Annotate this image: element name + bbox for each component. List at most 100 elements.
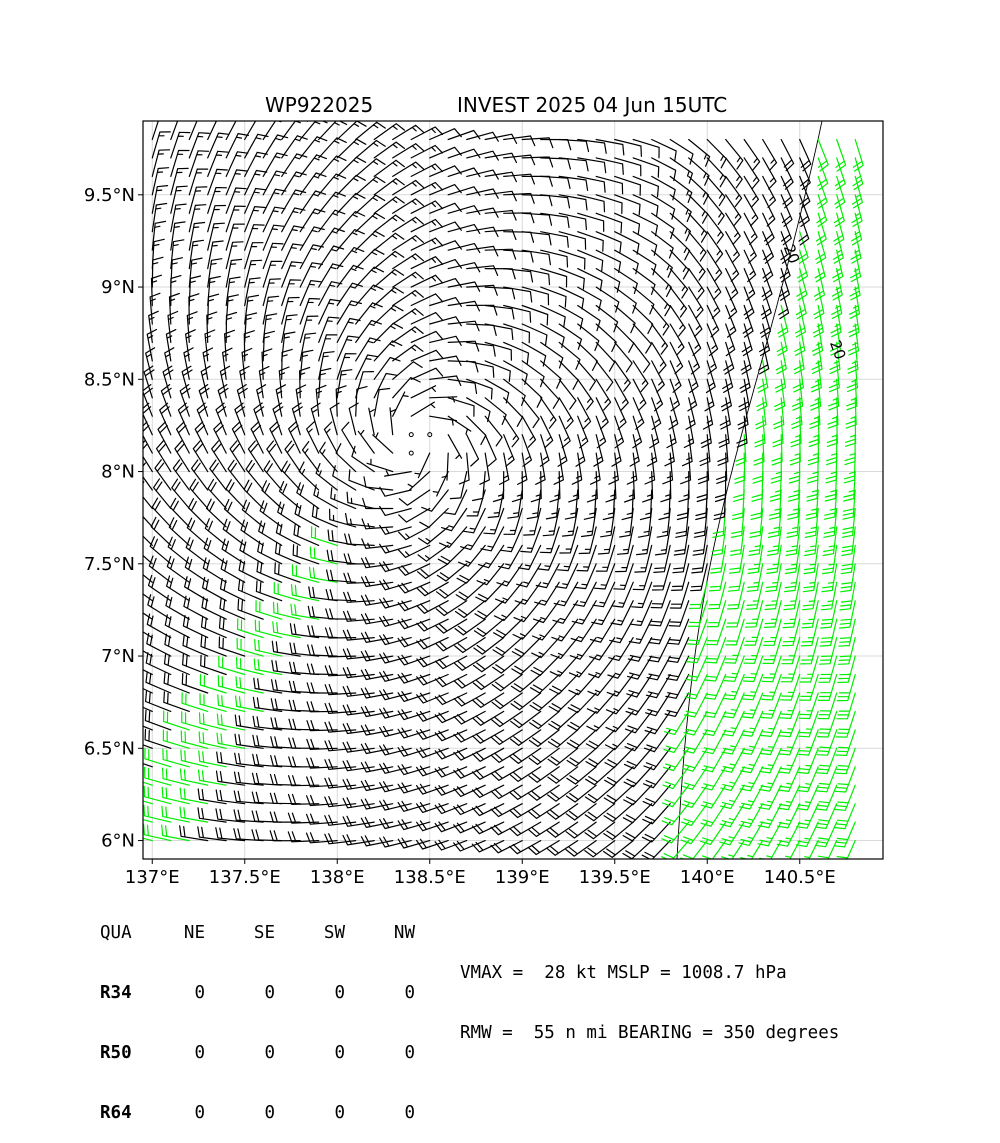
wind-barb-1246 <box>814 268 826 301</box>
wind-barb-695 <box>711 526 727 556</box>
wind-barb-1317 <box>688 231 707 262</box>
wind-barb-668 <box>206 498 227 528</box>
wind-barb-985 <box>318 351 335 380</box>
wind-barb-309 <box>779 710 801 738</box>
wind-barb-1443 <box>851 175 863 209</box>
wind-barb-93 <box>379 799 412 811</box>
wind-barb-153 <box>777 784 801 811</box>
wind-barb-3 <box>161 824 190 842</box>
wind-barb-116 <box>815 803 838 829</box>
wind-barb-645 <box>498 544 523 570</box>
wind-barb-454 <box>569 637 597 660</box>
wind-barb-197 <box>144 728 172 749</box>
wind-barb-464 <box>762 637 782 664</box>
wind-barb-446 <box>416 637 449 650</box>
wind-barb-1337 <box>336 192 366 214</box>
wind-barb-1101 <box>299 297 321 325</box>
wind-barb-404 <box>360 650 394 662</box>
wind-barb-960 <box>577 397 592 430</box>
wind-barb-1327 <box>151 185 169 214</box>
wind-barb-1106 <box>392 308 424 325</box>
wind-barb-553 <box>238 559 264 583</box>
wind-barb-1263 <box>410 237 444 251</box>
wind-barb-572 <box>592 581 616 608</box>
wind-barb-1114 <box>540 323 565 349</box>
wind-barb-1280 <box>725 249 740 282</box>
wind-barb-931 <box>754 415 766 448</box>
wind-barb-1461 <box>466 150 499 161</box>
wind-barb-1505 <box>558 138 590 153</box>
wind-barb-1121 <box>669 323 685 356</box>
wind-barb-754 <box>348 469 375 491</box>
wind-barb-820 <box>143 421 153 454</box>
wind-barb-701 <box>822 526 838 557</box>
wind-barb-517 <box>290 584 320 602</box>
wind-barb-77 <box>814 821 838 848</box>
wind-barb-200 <box>198 731 227 749</box>
wind-barb-34 <box>740 840 764 859</box>
wind-barb-898 <box>143 384 153 417</box>
wind-barb-475 <box>237 598 264 620</box>
wind-barb-1293 <box>244 206 266 233</box>
wind-barb-844 <box>590 452 601 485</box>
wind-barb-450 <box>492 637 523 656</box>
wind-barb-1213 <box>207 240 224 270</box>
wind-barb-349 <box>798 692 819 720</box>
wind-barb-207 <box>324 740 357 752</box>
value-nw: 0 <box>404 983 415 1003</box>
wind-barb-915 <box>466 415 487 446</box>
wind-barb-15 <box>379 836 412 848</box>
wind-barb-1442 <box>834 175 846 209</box>
wind-barb-287 <box>360 705 394 718</box>
wind-barb-704 <box>153 478 172 510</box>
wind-barb-184 <box>623 766 653 788</box>
wind-barb-1288 <box>151 202 168 233</box>
wind-barb-465 <box>781 637 801 665</box>
wind-barb-6 <box>215 827 246 842</box>
wind-barb-221 <box>585 747 616 768</box>
wind-barb-82 <box>179 787 209 805</box>
wind-barb-677 <box>361 518 394 530</box>
wind-barb-708 <box>225 479 246 510</box>
wind-barb-500 <box>706 618 727 646</box>
wind-barb-1104 <box>355 302 383 325</box>
wind-barb-790 <box>301 441 320 473</box>
wind-barb-1479 <box>799 157 811 190</box>
wind-barb-473 <box>201 596 227 620</box>
wind-barb-1511 <box>669 138 694 165</box>
wind-barb-258 <box>547 729 579 748</box>
wind-barb-155 <box>815 784 838 811</box>
wind-barb-515 <box>255 580 283 602</box>
wind-barb-990 <box>410 367 444 380</box>
wind-barb-1240 <box>706 268 722 301</box>
value-ne: 0 <box>194 1103 205 1123</box>
wind-barb-599 <box>361 557 394 569</box>
wind-barb-825 <box>231 421 246 454</box>
wind-barb-832 <box>357 429 375 454</box>
calm-marker <box>408 432 414 438</box>
wind-barb-62 <box>527 821 560 837</box>
wind-barb-1041 <box>632 360 649 393</box>
wind-barb-1440 <box>799 175 811 209</box>
wind-barb-315 <box>163 672 190 694</box>
wind-barb-179 <box>528 766 560 783</box>
wind-barb-1 <box>143 837 153 842</box>
wind-barb-248 <box>360 724 394 736</box>
wind-barb-1009 <box>756 378 768 412</box>
wind-barb-180 <box>547 766 579 784</box>
y-tick-label: 8°N <box>101 462 135 483</box>
wind-barb-850 <box>697 452 710 485</box>
wind-barb-662 <box>822 544 838 575</box>
wind-barb-903 <box>236 384 248 417</box>
wind-barb-879 <box>521 434 532 467</box>
header-sw: SW <box>323 923 345 943</box>
wind-barb-877 <box>484 434 497 467</box>
wind-barb-2 <box>143 823 172 842</box>
wind-barb-734 <box>712 507 727 538</box>
wind-barb-482 <box>360 613 394 625</box>
wind-barb-504 <box>781 618 801 647</box>
wind-barb-537 <box>668 600 690 627</box>
wind-barb-1350 <box>577 212 605 232</box>
wind-barb-821 <box>157 421 172 454</box>
wind-barb-1483 <box>151 121 159 141</box>
